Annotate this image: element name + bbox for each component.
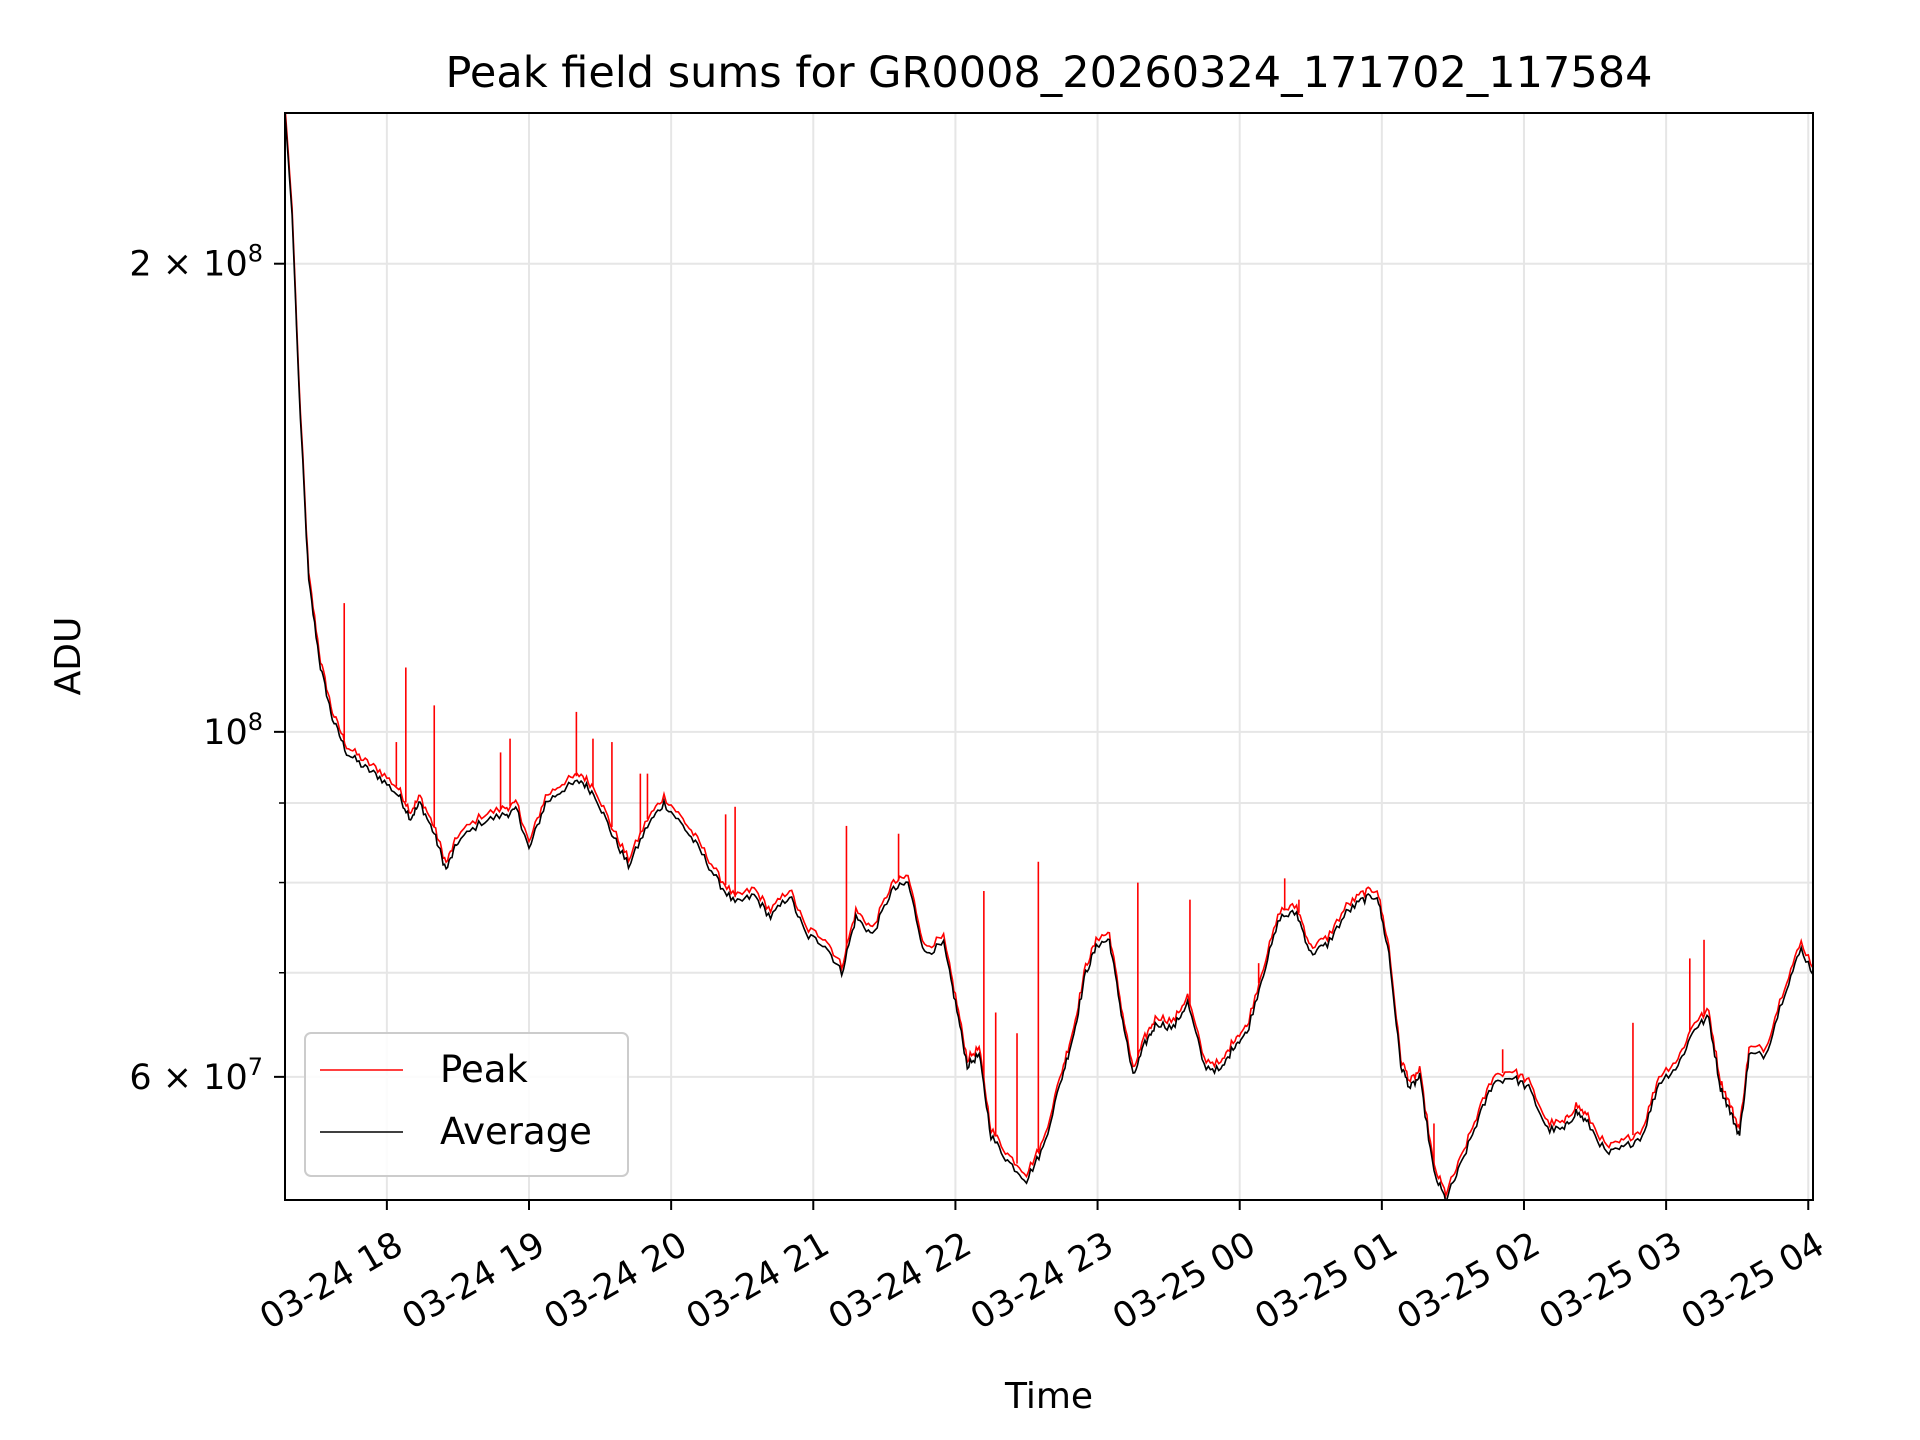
- grid: [285, 113, 1813, 1200]
- legend-label-average: Average: [440, 1110, 592, 1153]
- legend: Peak Average: [304, 1032, 629, 1177]
- plot-area-frame: [284, 112, 1814, 1201]
- series-line-peak: [285, 113, 1813, 1199]
- y-tick-label: 6 × 107: [129, 1053, 263, 1098]
- series-line-average: [285, 113, 1813, 1200]
- x-axis-label: Time: [1004, 1376, 1093, 1417]
- y-axis-label: ADU: [48, 617, 89, 696]
- legend-label-peak: Peak: [440, 1048, 528, 1091]
- y-tick-label: 2 × 108: [129, 240, 263, 285]
- chart-title: Peak field sums for GR0008_20260324_1717…: [446, 48, 1653, 98]
- y-tick-label: 108: [203, 708, 263, 753]
- legend-box: [304, 1032, 629, 1177]
- series-lines: [285, 113, 1813, 1200]
